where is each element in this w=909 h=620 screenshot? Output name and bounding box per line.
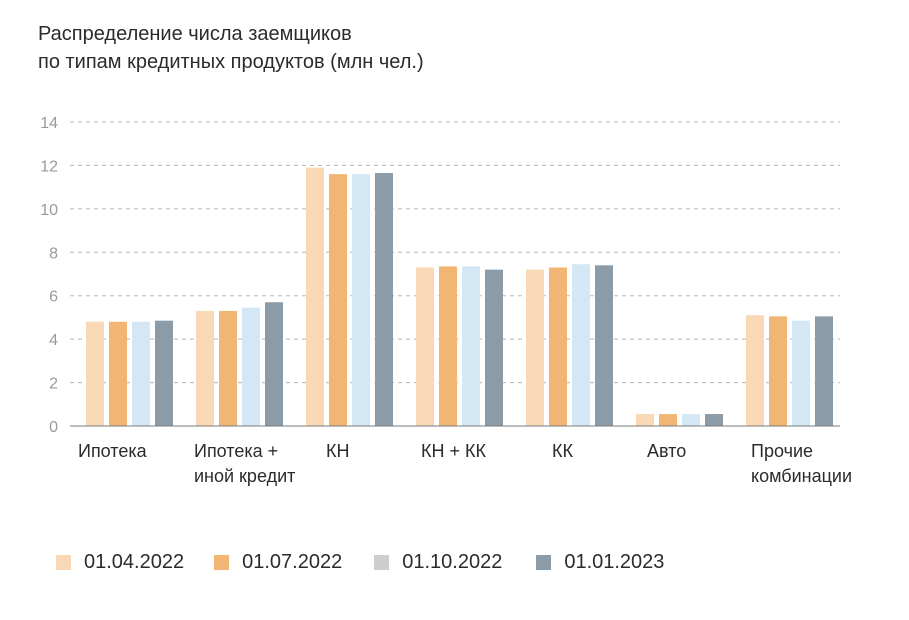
bar-3-series-4 <box>375 173 393 426</box>
bar-1-series-1 <box>86 321 104 426</box>
bar-2-series-4 <box>265 302 283 426</box>
y-tick-label-10: 10 <box>40 202 58 219</box>
chart-legend: 01.04.2022 01.07.2022 01.10.2022 01.01.2… <box>56 551 664 574</box>
x-tick-label-2-line-2: иной кредит <box>194 466 295 486</box>
legend-label-series-4: 01.01.2023 <box>564 551 665 573</box>
chart-title-line-1: Распределение числа заемщиков <box>38 23 352 45</box>
x-tick-label-3: КН <box>326 441 349 461</box>
bar-4-series-1 <box>416 267 434 426</box>
bar-7-series-2 <box>769 316 787 426</box>
chart-title: Распределение числа заемщиков по типам к… <box>38 20 424 76</box>
legend-swatch-series-2 <box>214 555 230 570</box>
bar-1-series-2 <box>109 321 127 426</box>
bar-6-series-2 <box>659 414 677 426</box>
y-tick-label-12: 12 <box>40 158 58 175</box>
y-tick-label-2: 2 <box>49 376 58 393</box>
legend-item-series-4: 01.01.2023 <box>536 551 664 574</box>
y-tick-label-4: 4 <box>49 332 58 349</box>
bar-2-series-2 <box>219 310 237 426</box>
y-tick-label-0: 0 <box>49 419 58 436</box>
x-tick-label-6: Авто <box>647 441 686 461</box>
x-tick-label-5: КК <box>552 441 573 461</box>
x-tick-label-4: КН + КК <box>421 441 486 461</box>
y-tick-label-6: 6 <box>49 289 58 306</box>
legend-item-series-3: 01.10.2022 <box>374 551 502 574</box>
bar-6-series-3 <box>682 414 700 426</box>
y-tick-label-14: 14 <box>40 115 58 132</box>
bar-5-series-1 <box>526 269 544 426</box>
legend-label-series-3: 01.10.2022 <box>402 551 503 573</box>
x-tick-label-2-line-1: Ипотека + <box>194 441 278 461</box>
legend-label-series-1: 01.04.2022 <box>84 551 185 573</box>
bar-5-series-2 <box>549 267 567 426</box>
legend-item-series-2: 01.07.2022 <box>214 551 342 574</box>
chart-title-line-2: по типам кредитных продуктов (млн чел.) <box>38 51 424 73</box>
x-tick-label-7-line-1: Прочие <box>751 441 813 461</box>
legend-swatch-series-1 <box>56 555 71 570</box>
bar-6-series-1 <box>636 414 654 426</box>
bar-3-series-1 <box>306 167 324 426</box>
bar-6-series-4 <box>705 414 723 426</box>
bar-4-series-2 <box>439 266 457 426</box>
bar-1-series-3 <box>132 321 150 426</box>
bar-5-series-3 <box>572 264 590 426</box>
bar-5-series-4 <box>595 265 613 426</box>
bar-4-series-4 <box>485 269 503 426</box>
bar-4-series-3 <box>462 266 480 426</box>
bar-3-series-2 <box>329 174 347 426</box>
legend-label-series-2: 01.07.2022 <box>242 551 343 573</box>
x-tick-label-1: Ипотека <box>78 441 148 461</box>
bar-1-series-4 <box>155 320 173 426</box>
bar-7-series-1 <box>746 315 764 426</box>
bar-2-series-3 <box>242 307 260 426</box>
y-tick-label-8: 8 <box>49 245 58 262</box>
x-tick-label-7-line-2: комбинации <box>751 466 852 486</box>
legend-item-series-1: 01.04.2022 <box>56 551 184 574</box>
bar-7-series-3 <box>792 320 810 426</box>
legend-swatch-series-3 <box>374 555 390 570</box>
bar-2-series-1 <box>196 310 214 426</box>
legend-swatch-series-4 <box>536 555 552 570</box>
bar-7-series-4 <box>815 316 833 426</box>
bar-3-series-3 <box>352 174 370 426</box>
